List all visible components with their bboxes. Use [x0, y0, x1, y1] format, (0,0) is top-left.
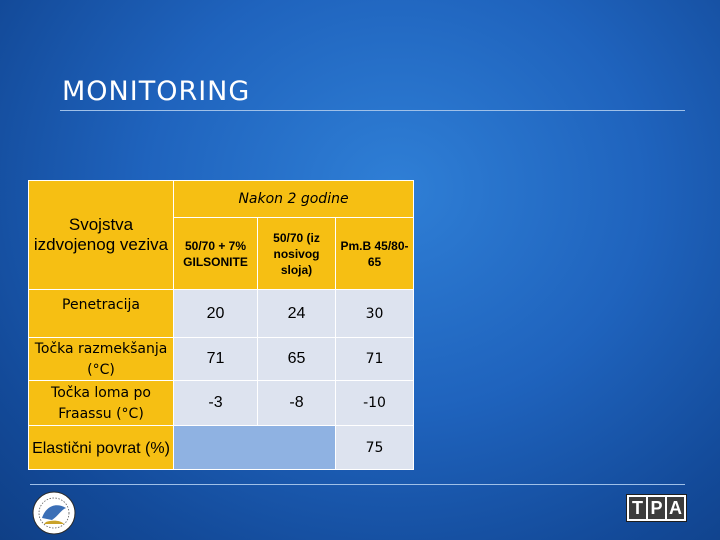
cell-value: 71: [365, 351, 384, 367]
organization-seal-icon: [30, 490, 78, 536]
tpa-logo-letter: T: [629, 497, 646, 519]
column-header-pmb: Pm.B 45/80-65: [334, 217, 415, 290]
cell-value: 24: [287, 304, 306, 322]
column-header-5070: 50/70 (iz nosivog sloja): [257, 217, 336, 290]
cell-value: 30: [365, 305, 384, 322]
tpa-logo-letter: P: [648, 497, 665, 519]
cell-value: -3: [208, 394, 223, 411]
tpa-logo-letter: A: [667, 497, 684, 519]
cell-value: 71: [206, 350, 225, 367]
column-header-gilsonite: 50/70 + 7% GILSONITE: [173, 217, 258, 290]
column-header-label: Pm.B 45/80-65: [340, 238, 409, 269]
table-row: Elastični povrat (%) 75: [28, 425, 415, 470]
row-label-cell: Točka razmekšanja (°C): [28, 337, 174, 381]
table-cell: 65: [257, 337, 336, 381]
property-header: Svojstva izdvojenog veziva: [33, 215, 169, 254]
column-header-label: 50/70 (iz nosivog sloja): [273, 230, 320, 277]
empty-cell: [173, 425, 336, 470]
cell-value: 65: [287, 350, 306, 367]
cell-value: -10: [363, 395, 386, 411]
period-header-cell: Nakon 2 godine: [172, 180, 415, 218]
property-header-cell: Svojstva izdvojenog veziva: [28, 180, 174, 290]
row-label: Elastični povrat (%): [32, 439, 170, 457]
footer-divider: [30, 484, 685, 485]
row-label-cell: Elastični povrat (%): [28, 425, 174, 470]
cell-value: 20: [206, 304, 225, 322]
cell-value: 75: [365, 439, 384, 456]
row-label: Točka loma po Fraassu (°C): [51, 385, 151, 422]
table-cell: 24: [257, 289, 336, 338]
column-header-label: 50/70 + 7% GILSONITE: [183, 238, 248, 269]
row-label-cell: Točka loma po Fraassu (°C): [28, 380, 174, 426]
cell-value: -8: [289, 394, 304, 411]
title-divider: [60, 110, 685, 111]
table-row: Penetracija 20 24 30: [28, 289, 415, 338]
period-header: Nakon 2 godine: [238, 191, 349, 207]
slide-title: MONITORING: [62, 76, 251, 107]
table-cell: -8: [257, 380, 336, 426]
table-cell: -3: [173, 380, 258, 426]
row-label-cell: Penetracija: [28, 289, 174, 338]
table-row: Točka razmekšanja (°C) 71 65 71: [28, 337, 415, 381]
row-label: Točka razmekšanja (°C): [34, 341, 168, 378]
table-cell: 30: [334, 289, 415, 338]
properties-table: Svojstva izdvojenog veziva Nakon 2 godin…: [28, 180, 415, 470]
table-cell: 71: [334, 337, 415, 381]
table-row: Točka loma po Fraassu (°C) -3 -8 -10: [28, 380, 415, 426]
table-cell: 75: [334, 425, 415, 470]
row-label: Penetracija: [62, 297, 140, 313]
table-cell: 20: [173, 289, 258, 338]
table-cell: 71: [173, 337, 258, 381]
table-cell: -10: [334, 380, 415, 426]
tpa-logo: T P A: [626, 494, 687, 522]
